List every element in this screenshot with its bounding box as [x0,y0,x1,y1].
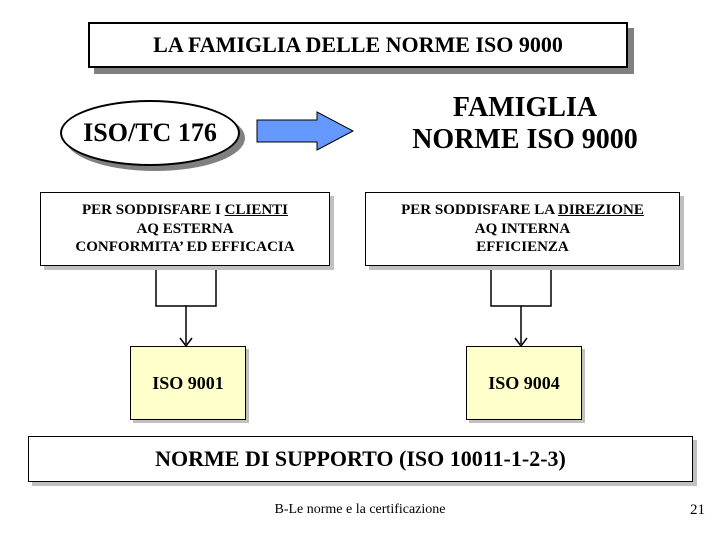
desc-left-line3: CONFORMITA’ ED EFFICACIA [75,238,294,257]
desc-left-line1a: PER SODDISFARE I [82,202,225,218]
support-text: NORME DI SUPPORTO (ISO 10011-1-2-3) [155,446,566,472]
desc-right-line3: EFFICIENZA [476,238,569,257]
title-box: LA FAMIGLIA DELLE NORME ISO 9000 [88,22,628,68]
connector-left-icon [150,268,222,346]
desc-right-line1u: DIREZIONE [558,202,644,218]
arrow-polygon [257,112,353,150]
desc-right-line1a: PER SODDISFARE LA [401,202,558,218]
page-number-text: 21 [690,502,705,518]
ellipse-text: ISO/TC 176 [83,118,217,148]
desc-left-line1u: CLIENTI [225,202,288,218]
connector-right-icon [485,268,557,346]
arrow-right-icon [255,110,355,152]
support-box: NORME DI SUPPORTO (ISO 10011-1-2-3) [28,436,693,482]
famiglia-line1: FAMIGLIA [370,92,680,124]
footer-text: B-Le norme e la certificazione [220,502,500,522]
iso-9001-box: ISO 9001 [130,346,246,420]
famiglia-line2: NORME ISO 9000 [370,124,680,156]
iso-9001-text: ISO 9001 [152,373,224,394]
desc-right-line2: AQ INTERNA [475,220,570,239]
ellipse-iso-tc-176: ISO/TC 176 [60,100,240,166]
desc-right-line1: PER SODDISFARE LA DIREZIONE [401,201,644,220]
desc-left-box: PER SODDISFARE I CLIENTI AQ ESTERNA CONF… [40,192,330,266]
iso-9004-text: ISO 9004 [488,373,560,394]
footer-label: B-Le norme e la certificazione [274,502,445,517]
desc-right-box: PER SODDISFARE LA DIREZIONE AQ INTERNA E… [365,192,680,266]
title-text: LA FAMIGLIA DELLE NORME ISO 9000 [153,32,563,58]
famiglia-heading: FAMIGLIA NORME ISO 9000 [370,92,680,170]
iso-9004-box: ISO 9004 [466,346,582,420]
desc-left-line1: PER SODDISFARE I CLIENTI [82,201,288,220]
desc-left-line2: AQ ESTERNA [136,220,233,239]
page-number: 21 [690,502,716,522]
